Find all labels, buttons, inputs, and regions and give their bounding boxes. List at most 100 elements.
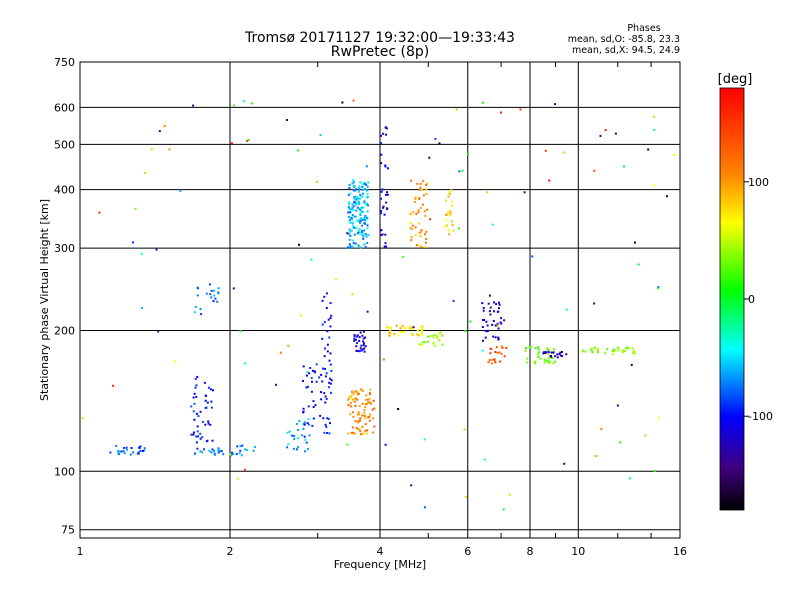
- data-point: [446, 224, 448, 227]
- data-point: [354, 189, 357, 192]
- data-point: [414, 197, 417, 200]
- data-point: [561, 351, 563, 353]
- data-point: [495, 303, 498, 306]
- plot-frame: [79, 61, 681, 539]
- data-point: [143, 171, 146, 174]
- data-point: [305, 374, 308, 377]
- data-point: [386, 193, 389, 196]
- data-point: [230, 142, 233, 145]
- colorbar-label: [deg]: [718, 72, 753, 87]
- data-point: [498, 301, 500, 304]
- data-point: [210, 451, 213, 454]
- data-point: [195, 441, 198, 444]
- data-point: [486, 191, 488, 194]
- data-point: [616, 404, 619, 407]
- data-point: [366, 310, 369, 313]
- data-point: [508, 493, 511, 496]
- data-point: [242, 100, 245, 103]
- data-point: [385, 245, 388, 248]
- data-point: [211, 389, 214, 392]
- data-point: [352, 242, 355, 245]
- data-point: [312, 400, 315, 403]
- data-point: [117, 449, 120, 452]
- data-point: [458, 170, 461, 173]
- data-point: [290, 434, 293, 437]
- data-point: [382, 206, 384, 209]
- data-point: [295, 448, 298, 451]
- data-point: [628, 477, 631, 480]
- data-point: [358, 208, 361, 211]
- data-point: [364, 183, 366, 185]
- data-point: [417, 211, 420, 214]
- data-point: [354, 404, 357, 407]
- data-point: [403, 327, 406, 330]
- data-point: [436, 335, 439, 338]
- data-point: [533, 362, 536, 364]
- data-point: [323, 295, 326, 298]
- data-point: [484, 329, 487, 332]
- data-point: [496, 324, 499, 327]
- data-point: [539, 357, 542, 360]
- data-point: [381, 233, 384, 236]
- data-point: [411, 332, 414, 335]
- data-point: [354, 215, 357, 218]
- data-point: [482, 309, 485, 312]
- data-point: [326, 292, 328, 295]
- data-point: [434, 137, 437, 140]
- data-point: [351, 431, 354, 434]
- x-tick-label: 16: [673, 545, 687, 558]
- data-point: [352, 99, 355, 102]
- data-point: [122, 450, 125, 453]
- data-point: [307, 423, 310, 426]
- data-point: [436, 336, 438, 339]
- data-point: [491, 358, 494, 361]
- data-point: [353, 215, 356, 218]
- data-point: [380, 142, 382, 145]
- data-point: [353, 185, 356, 188]
- data-point: [351, 182, 354, 185]
- data-point: [348, 238, 351, 241]
- data-point: [213, 449, 215, 452]
- data-point: [192, 396, 195, 399]
- data-point: [362, 414, 365, 417]
- data-point: [244, 362, 247, 365]
- data-point: [589, 348, 592, 351]
- data-point: [297, 429, 299, 431]
- data-point: [399, 327, 402, 330]
- data-point: [422, 194, 425, 197]
- data-point: [210, 406, 213, 409]
- data-point: [364, 216, 367, 219]
- data-point: [389, 333, 392, 336]
- data-point: [427, 335, 430, 338]
- data-point: [150, 148, 153, 151]
- data-point: [424, 241, 427, 244]
- data-point: [622, 349, 625, 352]
- data-point: [204, 423, 207, 426]
- data-point: [359, 331, 362, 334]
- data-point: [358, 201, 360, 204]
- data-point: [352, 392, 355, 395]
- data-point: [413, 200, 416, 203]
- data-point: [552, 362, 555, 365]
- data-point: [482, 319, 484, 321]
- data-point: [239, 449, 242, 452]
- data-point: [313, 370, 316, 373]
- data-point: [216, 300, 219, 303]
- data-point: [356, 231, 359, 234]
- data-point: [138, 447, 141, 449]
- data-point: [487, 329, 489, 332]
- data-point: [495, 346, 498, 349]
- data-point: [361, 195, 364, 198]
- data-point: [125, 446, 128, 449]
- y-tick-label: 100: [54, 465, 75, 478]
- data-point: [193, 431, 195, 434]
- data-point: [368, 413, 371, 416]
- data-point: [525, 347, 527, 350]
- data-point: [407, 327, 410, 330]
- data-point: [616, 346, 619, 349]
- data-point: [633, 352, 636, 355]
- data-point: [199, 308, 202, 310]
- data-point: [546, 348, 549, 351]
- data-point: [503, 355, 506, 358]
- data-point: [315, 380, 318, 383]
